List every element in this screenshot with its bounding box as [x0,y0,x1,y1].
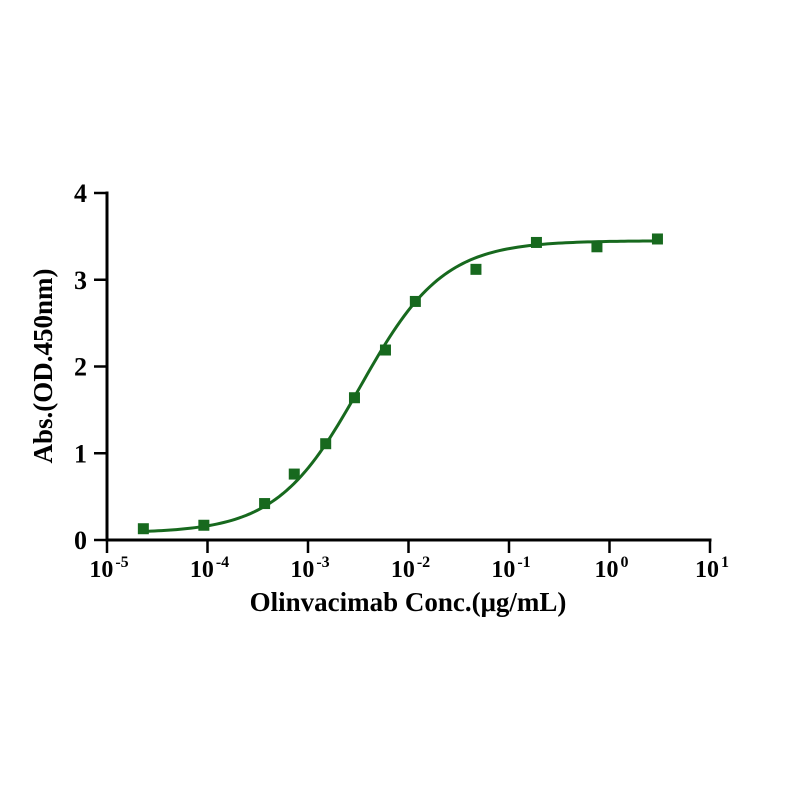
y-axis-title: Abs.(OD.450nm) [28,268,58,463]
data-point-marker [320,438,332,450]
y-tick-label: 1 [74,439,87,468]
y-tick-label: 3 [74,266,87,295]
data-point-marker [259,498,271,510]
fit-curve [141,239,659,533]
data-point-marker [198,519,210,531]
data-point-marker [288,468,300,480]
data-point-marker [379,344,391,356]
data-point-marker [470,263,482,275]
x-tick-label: 10 -5 [89,554,128,583]
x-tick-label: 10 -2 [391,554,430,583]
data-point-marker [651,233,663,245]
data-point-marker [530,236,542,248]
data-point-marker [591,241,603,253]
axis-spines [105,191,712,542]
x-tick-label: 10 0 [595,554,629,583]
y-tick-label: 4 [74,179,87,208]
x-tick-label: 10 1 [695,554,729,583]
y-tick-label: 0 [74,526,87,555]
data-point-marker [137,523,149,535]
x-tick-label: 10 -4 [190,554,229,583]
x-axis-title: Olinvacimab Conc.(μg/mL) [250,587,567,617]
y-tick-label: 2 [74,353,87,382]
x-tick-label: 10 -3 [290,554,329,583]
data-point-marker [348,392,360,404]
data-point-marker [409,295,421,307]
x-tick-label: 10 -1 [491,554,530,583]
